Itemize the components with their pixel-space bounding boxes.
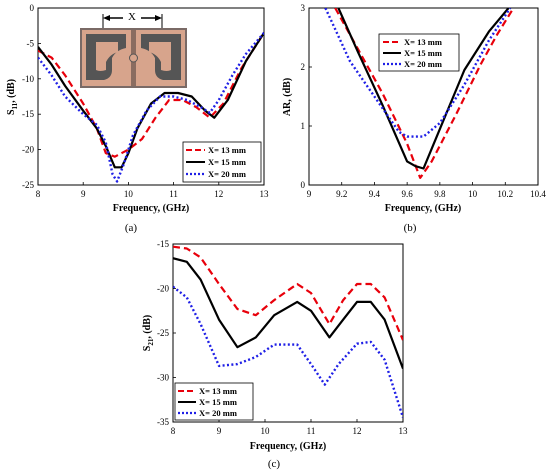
xtick-label-b-1: 9.2 xyxy=(336,189,347,199)
ytick-label-b-3: 3 xyxy=(301,3,306,13)
ytick-label-a-2: -15 xyxy=(22,109,34,119)
panel-c-ylabel: S21, (dB) xyxy=(142,315,155,351)
ytick-label-a-1: -20 xyxy=(22,145,34,155)
panel-b: 9 9.2 9.4 9.6 9.8 10 10.2 10.4 0 1 2 3 X= 13 mm X= … xyxy=(282,3,546,234)
legend-b-label-2: X= 20 mm xyxy=(404,59,442,69)
xtick-label-a-1: 9 xyxy=(81,189,86,199)
ytick-label-a-3: -10 xyxy=(22,74,34,84)
xtick-label-b-6: 10.2 xyxy=(497,189,513,199)
xtick-label-a-0: 8 xyxy=(36,189,41,199)
ytick-label-c-4: -15 xyxy=(157,239,169,249)
series-b-1 xyxy=(337,8,510,170)
ytick-label-c-2: -25 xyxy=(157,328,169,338)
xtick-label-c-2: 10 xyxy=(261,426,271,436)
xtick-label-c-5: 13 xyxy=(399,426,409,436)
panel-a-caption: (a) xyxy=(125,222,138,234)
panel-c-series xyxy=(173,245,403,418)
panel-b-series xyxy=(324,8,515,179)
legend-a-label-0: X= 13 mm xyxy=(208,145,246,155)
panel-b-ticks: 9 9.2 9.4 9.6 9.8 10 10.2 10.4 0 1 2 3 xyxy=(301,3,547,199)
panel-b-legend: X= 13 mm X= 15 mm X= 20 mm xyxy=(378,33,460,72)
legend-a-label-1: X= 15 mm xyxy=(208,157,246,167)
xtick-label-b-4: 9.8 xyxy=(434,189,446,199)
xtick-label-a-5: 13 xyxy=(260,189,270,199)
xtick-label-a-3: 11 xyxy=(169,189,178,199)
xtick-label-b-7: 10.4 xyxy=(530,189,546,199)
legend-a-label-2: X= 20 mm xyxy=(208,169,246,179)
xtick-label-b-3: 9.6 xyxy=(402,189,414,199)
ytick-label-c-1: -30 xyxy=(157,373,169,383)
xtick-label-a-2: 10 xyxy=(124,189,134,199)
ytick-label-c-3: -20 xyxy=(157,284,169,294)
series-a-2 xyxy=(38,32,264,183)
panel-c-ticks: 8 9 10 11 12 13 -35 -30 -25 -20 -15 xyxy=(157,239,408,436)
series-b-2 xyxy=(324,8,512,138)
panel-a-ticks: 8 9 10 11 12 13 -25 -20 -15 -10 -5 0 xyxy=(22,3,269,199)
inset-dimension-arrow: X xyxy=(102,10,163,28)
xtick-label-c-0: 8 xyxy=(171,426,176,436)
ytick-label-a-0: -25 xyxy=(22,180,34,190)
panel-c-xlabel: Frequency, (GHz) xyxy=(250,441,326,452)
xtick-label-a-4: 12 xyxy=(214,189,223,199)
legend-b-label-0: X= 13 mm xyxy=(404,37,442,47)
panel-a: X 8 9 10 11 12 13 -25 -20 -15 -10 -5 0 X= 13 mm X= … xyxy=(6,3,269,234)
ytick-label-b-0: 0 xyxy=(301,180,306,190)
panel-a-series xyxy=(38,32,264,183)
panel-b-caption: (b) xyxy=(404,222,417,234)
panel-c-legend: X= 13 mm X= 15 mm X= 20 mm xyxy=(174,382,254,421)
legend-b-label-1: X= 15 mm xyxy=(404,48,442,58)
legend-c-label-2: X= 20 mm xyxy=(199,408,237,418)
xtick-label-b-5: 10 xyxy=(468,189,478,199)
legend-c-label-0: X= 13 mm xyxy=(199,386,237,396)
xtick-label-b-2: 9.4 xyxy=(369,189,381,199)
antenna-inset-image xyxy=(80,28,187,88)
ytick-label-a-4: -5 xyxy=(27,38,35,48)
ytick-label-b-1: 1 xyxy=(301,121,306,131)
panel-c: 8 9 10 11 12 13 -35 -30 -25 -20 -15 X= 13 mm X= 15… xyxy=(142,239,408,470)
ytick-label-b-2: 2 xyxy=(301,62,306,72)
panel-a-xlabel: Frequency, (GHz) xyxy=(113,203,189,214)
ytick-label-c-0: -35 xyxy=(157,417,169,427)
panel-a-ylabel: S11, (dB) xyxy=(6,79,19,115)
panel-a-legend: X= 13 mm X= 15 mm X= 20 mm xyxy=(182,141,262,183)
xtick-label-b-0: 9 xyxy=(307,189,312,199)
series-c-2 xyxy=(173,285,403,418)
panel-c-caption: (c) xyxy=(268,458,281,470)
legend-c-label-1: X= 15 mm xyxy=(199,397,237,407)
panel-b-ylabel: AR, (dB) xyxy=(282,78,293,116)
ytick-label-a-5: 0 xyxy=(30,3,35,13)
inset-label: X xyxy=(128,11,136,23)
panel-b-xlabel: Frequency, (GHz) xyxy=(385,203,461,214)
series-c-1 xyxy=(173,257,403,369)
xtick-label-c-1: 9 xyxy=(217,426,222,436)
series-a-0 xyxy=(38,32,264,158)
xtick-label-c-4: 12 xyxy=(353,426,362,436)
series-b-0 xyxy=(334,8,515,179)
series-c-0 xyxy=(173,245,403,341)
xtick-label-c-3: 11 xyxy=(307,426,316,436)
